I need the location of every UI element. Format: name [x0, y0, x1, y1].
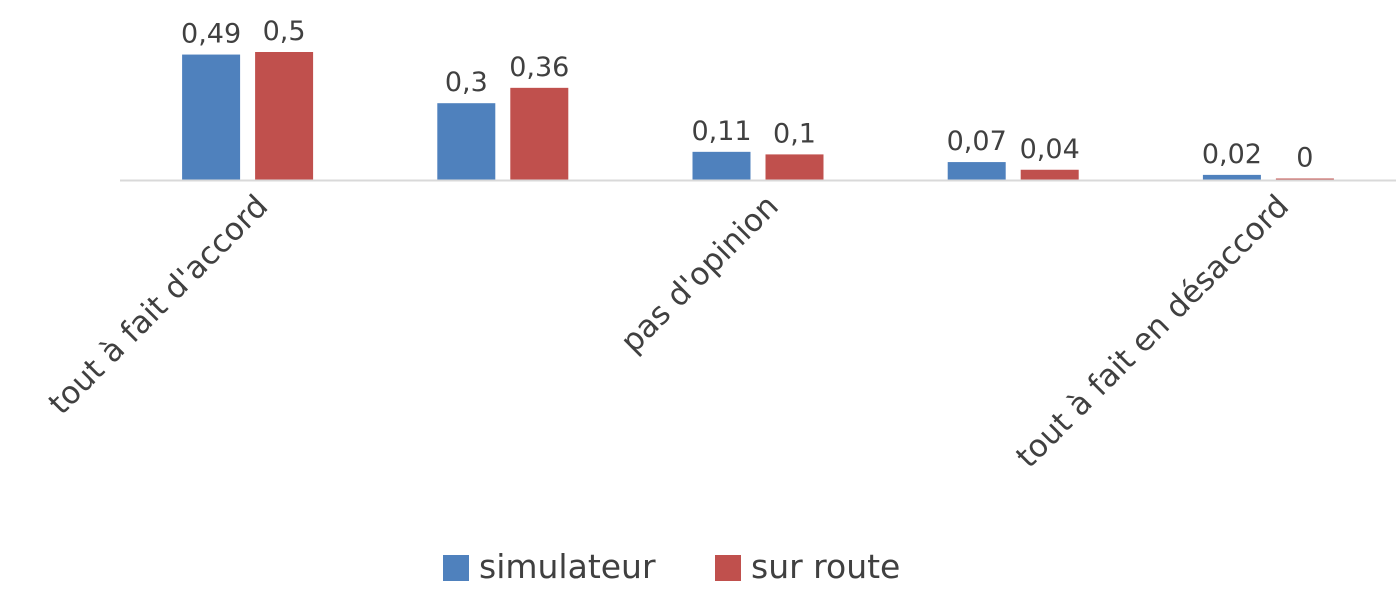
- data-label: 0,5: [263, 16, 306, 47]
- category-label: pas d'opinion: [614, 188, 786, 360]
- bar-simulateur-2: [692, 151, 751, 180]
- bar-simulateur-3: [947, 162, 1006, 180]
- data-labels-group: 0,49 0,5 0,3 0,36 0,11 0,1 0,07 0,04 0,02 0: [181, 16, 1313, 174]
- data-label: 0,02: [1202, 139, 1262, 170]
- legend-label-simulateur: simulateur: [479, 547, 656, 586]
- data-label: 0,11: [691, 116, 751, 147]
- category-label: tout à fait d'accord: [42, 188, 276, 422]
- data-label: 0,1: [773, 118, 816, 149]
- category-label: tout à fait en désaccord: [1009, 188, 1296, 475]
- bar-simulateur-0: [182, 54, 241, 181]
- bar-simulateur-1: [437, 103, 496, 180]
- bar-sur-route-4: [1275, 178, 1334, 180]
- legend-swatch-simulateur: [443, 555, 469, 581]
- bar-sur-route-1: [510, 87, 569, 180]
- bar-sur-route-2: [765, 154, 824, 180]
- category-labels-group: tout à fait d'accord pas d'opinion tout à …: [42, 188, 1296, 475]
- bar-sur-route-3: [1020, 169, 1079, 180]
- bars-group: [182, 52, 1334, 181]
- data-label: 0,07: [947, 126, 1007, 157]
- legend: simulateur sur route: [443, 547, 900, 586]
- data-label: 0,49: [181, 19, 241, 50]
- data-label: 0: [1296, 143, 1313, 174]
- bar-simulateur-4: [1202, 174, 1261, 180]
- bar-sur-route-0: [255, 52, 314, 180]
- data-label: 0,04: [1020, 134, 1080, 165]
- legend-swatch-sur-route: [715, 555, 741, 581]
- legend-label-sur-route: sur route: [751, 547, 900, 586]
- data-label: 0,3: [445, 67, 488, 98]
- data-label: 0,36: [509, 52, 569, 83]
